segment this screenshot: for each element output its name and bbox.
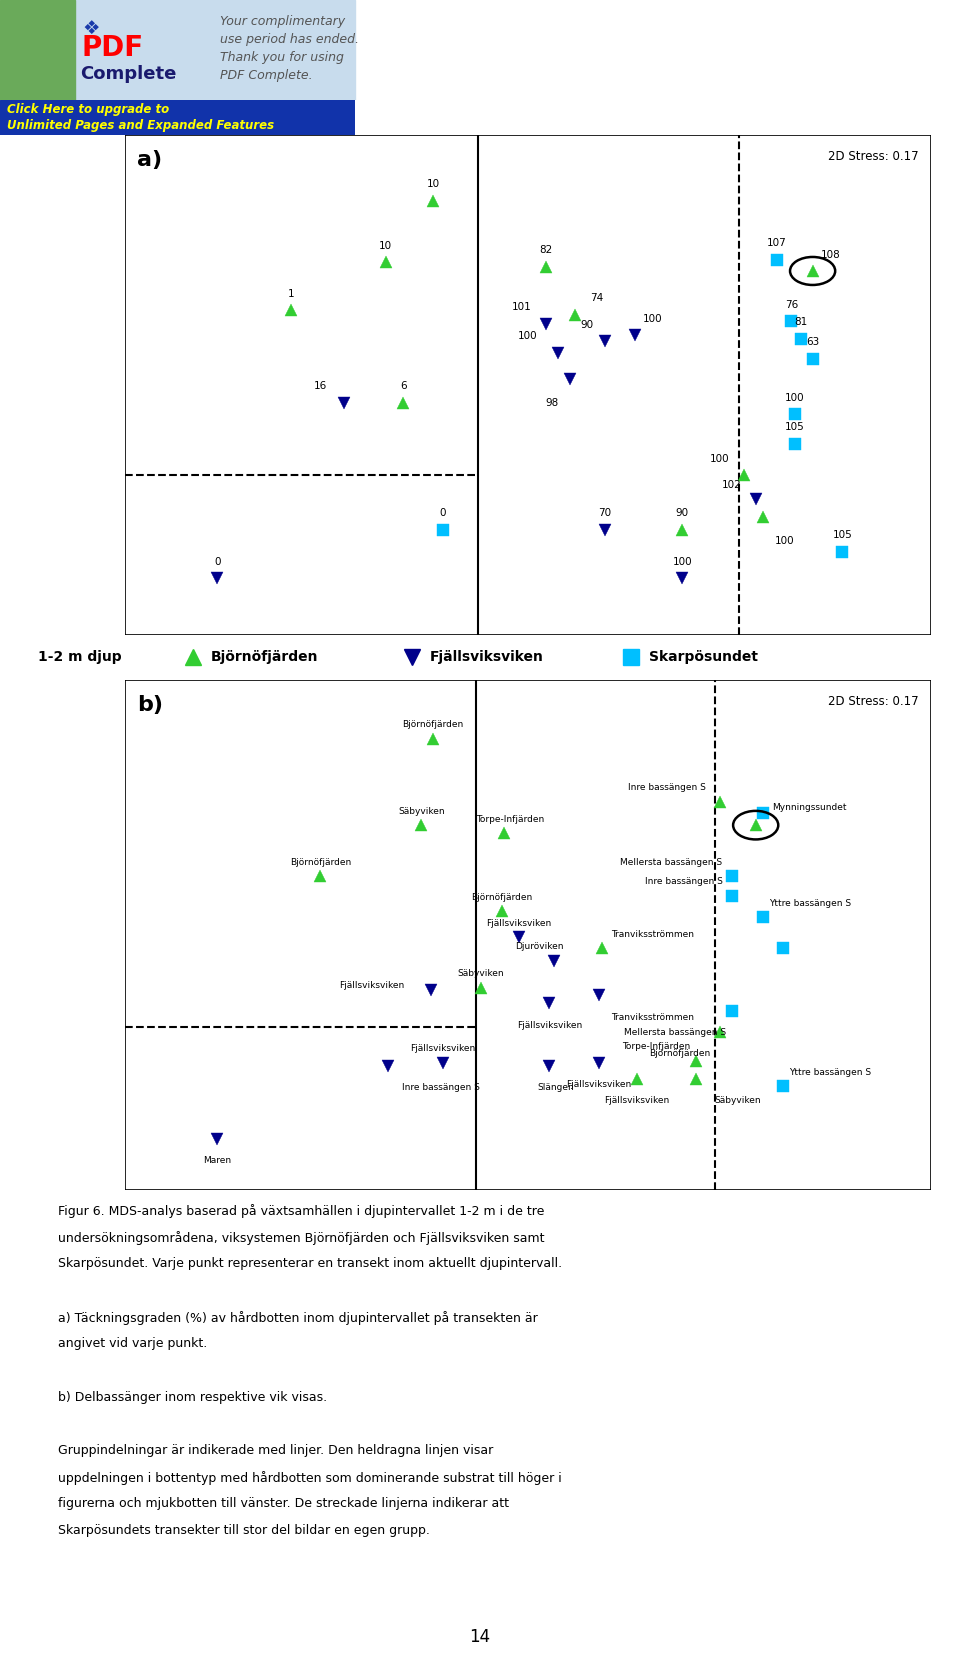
Text: Figur 6. MDS-analys baserad på växtsamhällen i djupintervallet 1-2 m i de tre: Figur 6. MDS-analys baserad på växtsamhä… — [58, 1204, 544, 1217]
Text: 100: 100 — [785, 392, 804, 402]
Text: 6: 6 — [400, 381, 407, 391]
Bar — [125, 680, 931, 1191]
Text: b) Delbassänger inom respektive vik visas.: b) Delbassänger inom respektive vik visa… — [58, 1390, 326, 1404]
Text: Click Here to upgrade to: Click Here to upgrade to — [7, 103, 169, 116]
Text: 100: 100 — [672, 557, 692, 567]
Text: Fjällsviksviken: Fjällsviksviken — [605, 1096, 670, 1104]
Text: Inre bassängen S: Inre bassängen S — [644, 878, 723, 886]
Text: 74: 74 — [590, 293, 604, 303]
Text: Björnöfjärden: Björnöfjärden — [402, 720, 464, 730]
Text: Fjällsviksviken: Fjällsviksviken — [410, 1044, 475, 1053]
Text: a): a) — [137, 150, 162, 170]
Text: 101: 101 — [513, 303, 532, 313]
Text: Inre bassängen S: Inre bassängen S — [402, 1083, 480, 1093]
Text: Fjällsviksviken: Fjällsviksviken — [340, 981, 405, 989]
Bar — [0, 0, 355, 100]
Text: Inre bassängen S: Inre bassängen S — [628, 783, 706, 792]
Text: Fjällsviksviken: Fjällsviksviken — [486, 920, 551, 928]
Text: 105: 105 — [785, 422, 804, 432]
Text: Mynningssundet: Mynningssundet — [772, 803, 847, 812]
Text: Björnöfjärden: Björnöfjärden — [471, 893, 533, 901]
Text: Gruppindelningar är indikerade med linjer. Den heldragna linjen visar: Gruppindelningar är indikerade med linje… — [58, 1443, 492, 1457]
Text: Skarpösundets transekter till stor del bildar en egen grupp.: Skarpösundets transekter till stor del b… — [58, 1523, 429, 1537]
Text: Björnöfjärden: Björnöfjärden — [211, 650, 319, 664]
Text: Mellersta bassängen S: Mellersta bassängen S — [620, 858, 723, 866]
Text: 1-2 m djup: 1-2 m djup — [38, 650, 122, 664]
Text: Fjällsviksviken: Fjällsviksviken — [566, 1081, 632, 1089]
Text: Mellersta bassängen S: Mellersta bassängen S — [624, 1028, 726, 1038]
Text: uppdelningen i bottentyp med hårdbotten som dominerande substrat till höger i: uppdelningen i bottentyp med hårdbotten … — [58, 1470, 562, 1485]
Text: b): b) — [137, 695, 163, 715]
Bar — [125, 135, 931, 635]
Text: Djuröviken: Djuröviken — [516, 943, 564, 951]
Text: 81: 81 — [794, 318, 807, 328]
Text: 2D Stress: 0.17: 2D Stress: 0.17 — [828, 150, 919, 163]
Text: 100: 100 — [710, 454, 730, 464]
Text: undersökningsområdena, viksystemen Björnöfjärden och Fjällsviksviken samt: undersökningsområdena, viksystemen Björn… — [58, 1231, 544, 1244]
Text: 0: 0 — [214, 557, 221, 567]
Text: Yttre bassängen S: Yttre bassängen S — [769, 898, 851, 908]
Text: Skarpösundet. Varje punkt representerar en transekt inom aktuellt djupintervall.: Skarpösundet. Varje punkt representerar … — [58, 1257, 562, 1271]
Text: 10: 10 — [426, 180, 440, 190]
Text: Torpe-Infjärden: Torpe-Infjärden — [476, 815, 544, 823]
Text: 76: 76 — [784, 299, 798, 309]
Text: Björnöfjärden: Björnöfjärden — [290, 858, 351, 866]
Text: 90: 90 — [581, 319, 594, 329]
Text: 107: 107 — [767, 238, 787, 248]
Text: figurerna och mjukbotten till vänster. De streckade linjerna indikerar att: figurerna och mjukbotten till vänster. D… — [58, 1497, 509, 1510]
Text: 0: 0 — [440, 509, 445, 519]
Text: ❖: ❖ — [82, 18, 100, 38]
Text: Tranviksströmmen: Tranviksströmmen — [611, 1013, 694, 1021]
Text: 1: 1 — [287, 289, 294, 299]
Text: 10: 10 — [379, 241, 393, 251]
Text: Säbyviken: Säbyviken — [714, 1096, 761, 1104]
Text: Your complimentary: Your complimentary — [220, 15, 346, 28]
Text: 105: 105 — [832, 530, 852, 540]
Text: 102: 102 — [722, 481, 742, 491]
Text: 82: 82 — [540, 244, 552, 254]
Text: Säbyviken: Säbyviken — [398, 807, 444, 817]
Text: Maren: Maren — [204, 1156, 231, 1166]
Text: Skarpösundet: Skarpösundet — [649, 650, 758, 664]
Text: use period has ended.: use period has ended. — [220, 33, 359, 47]
Text: 16: 16 — [314, 381, 327, 391]
Text: Torpe-Infjärden: Torpe-Infjärden — [622, 1043, 690, 1051]
Text: 100: 100 — [518, 331, 538, 341]
Text: 100: 100 — [642, 314, 662, 324]
Bar — [0, 0, 75, 100]
Text: Fjällsviksviken: Fjällsviksviken — [430, 650, 544, 664]
Text: Slängen: Slängen — [537, 1083, 574, 1093]
Text: 63: 63 — [806, 338, 819, 348]
Text: Thank you for using: Thank you for using — [220, 52, 344, 65]
Text: Unlimited Pages and Expanded Features: Unlimited Pages and Expanded Features — [7, 118, 275, 131]
Text: PDF Complete.: PDF Complete. — [220, 70, 313, 83]
Text: PDF: PDF — [82, 33, 144, 62]
Text: Yttre bassängen S: Yttre bassängen S — [789, 1068, 871, 1078]
Text: Björnöfjärden: Björnöfjärden — [649, 1049, 710, 1058]
Text: 98: 98 — [545, 397, 559, 407]
Text: Säbyviken: Säbyviken — [457, 970, 504, 978]
Text: 2D Stress: 0.17: 2D Stress: 0.17 — [828, 695, 919, 708]
Text: 108: 108 — [821, 249, 840, 259]
Text: Fjällsviksviken: Fjällsviksviken — [516, 1021, 582, 1029]
Text: 14: 14 — [469, 1628, 491, 1645]
Text: angivet vid varje punkt.: angivet vid varje punkt. — [58, 1337, 206, 1350]
Text: 100: 100 — [775, 535, 794, 545]
Text: a) Täckningsgraden (%) av hårdbotten inom djupintervallet på transekten är: a) Täckningsgraden (%) av hårdbotten ino… — [58, 1310, 538, 1325]
Text: Tranviksströmmen: Tranviksströmmen — [611, 930, 694, 940]
Text: Complete: Complete — [80, 65, 177, 83]
Text: 90: 90 — [676, 509, 688, 519]
Text: 70: 70 — [598, 509, 612, 519]
